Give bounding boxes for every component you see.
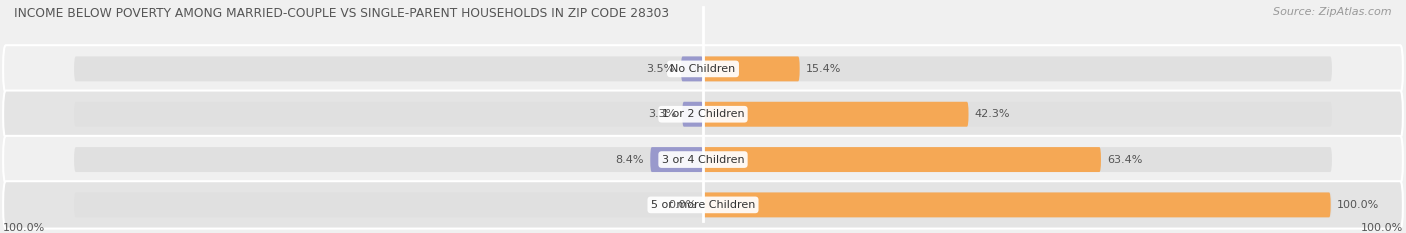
Text: 5 or more Children: 5 or more Children <box>651 200 755 210</box>
Text: 3.5%: 3.5% <box>647 64 675 74</box>
Text: 0.0%: 0.0% <box>668 200 697 210</box>
Text: Source: ZipAtlas.com: Source: ZipAtlas.com <box>1274 7 1392 17</box>
FancyBboxPatch shape <box>3 91 1403 138</box>
FancyBboxPatch shape <box>3 181 1403 229</box>
Text: 63.4%: 63.4% <box>1108 154 1143 164</box>
FancyBboxPatch shape <box>75 56 703 81</box>
Text: 1 or 2 Children: 1 or 2 Children <box>662 109 744 119</box>
FancyBboxPatch shape <box>682 102 703 127</box>
FancyBboxPatch shape <box>703 56 1331 81</box>
FancyBboxPatch shape <box>3 136 1403 183</box>
FancyBboxPatch shape <box>75 147 703 172</box>
FancyBboxPatch shape <box>703 147 1331 172</box>
FancyBboxPatch shape <box>703 147 1101 172</box>
FancyBboxPatch shape <box>703 56 800 81</box>
FancyBboxPatch shape <box>3 45 1403 93</box>
FancyBboxPatch shape <box>75 192 703 217</box>
FancyBboxPatch shape <box>650 147 703 172</box>
Text: 100.0%: 100.0% <box>1361 223 1403 233</box>
FancyBboxPatch shape <box>75 102 703 127</box>
FancyBboxPatch shape <box>703 102 969 127</box>
Text: 100.0%: 100.0% <box>1337 200 1379 210</box>
Text: 8.4%: 8.4% <box>616 154 644 164</box>
Text: 15.4%: 15.4% <box>806 64 841 74</box>
Text: 3 or 4 Children: 3 or 4 Children <box>662 154 744 164</box>
Text: 3.3%: 3.3% <box>648 109 676 119</box>
FancyBboxPatch shape <box>703 102 1331 127</box>
Text: No Children: No Children <box>671 64 735 74</box>
FancyBboxPatch shape <box>703 192 1331 217</box>
Text: 42.3%: 42.3% <box>974 109 1011 119</box>
Text: 100.0%: 100.0% <box>3 223 45 233</box>
FancyBboxPatch shape <box>703 192 1330 217</box>
FancyBboxPatch shape <box>681 56 703 81</box>
Text: INCOME BELOW POVERTY AMONG MARRIED-COUPLE VS SINGLE-PARENT HOUSEHOLDS IN ZIP COD: INCOME BELOW POVERTY AMONG MARRIED-COUPL… <box>14 7 669 20</box>
